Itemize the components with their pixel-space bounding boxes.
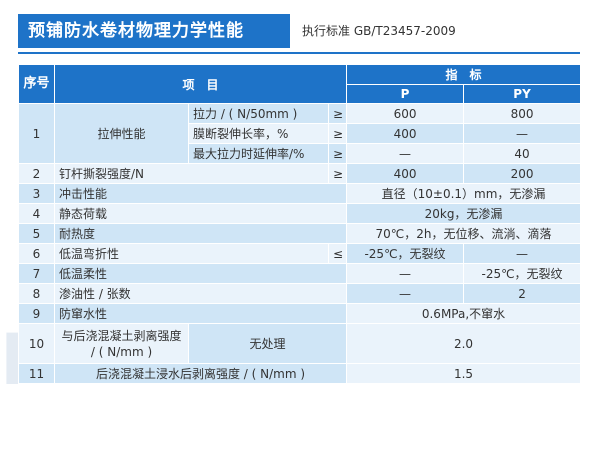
page-title: 预铺防水卷材物理力学性能 [18, 14, 290, 48]
row-value-p: 600 [346, 103, 465, 124]
table-row: 11 后浇混凝土浸水后剥离强度 / ( N/mm ) 1.5 [18, 363, 582, 384]
row-item: 低温柔性 [53, 263, 348, 284]
row-item: 防窜水性 [53, 303, 348, 324]
header-p: P [346, 84, 465, 104]
row-operator: ≥ [327, 103, 348, 124]
title-divider [18, 52, 580, 54]
row-value: 2.0 [346, 323, 582, 364]
table-row: 7 低温柔性 — -25℃，无裂纹 [18, 263, 582, 284]
row-value-py: — [463, 123, 582, 144]
row-value-py: — [463, 243, 582, 264]
table-row: 9 防窜水性 0.6MPa,不窜水 [18, 303, 582, 324]
table-row: 3 冲击性能 直径（10±0.1）mm，无渗漏 [18, 183, 582, 204]
row-item: 拉伸性能 [54, 103, 189, 164]
table-row: 6 低温弯折性 ≤ -25℃，无裂纹 — [18, 243, 582, 264]
table-row: 膜断裂伸长率，% ≥ 400 — [19, 123, 582, 144]
row-subitem: 拉力 / ( N/50mm ) [188, 103, 329, 124]
table-row: 8 渗油性 / 张数 — 2 [18, 283, 582, 304]
row-value: 70℃，2h，无位移、流淌、滴落 [346, 223, 582, 244]
row-item: 渗油性 / 张数 [53, 283, 348, 304]
row-item: 低温弯折性 [54, 243, 329, 264]
row-seq: 5 [18, 223, 55, 244]
row-item: 后浇混凝土浸水后剥离强度 / ( N/mm ) [53, 363, 348, 384]
row-seq: 1 [18, 103, 55, 164]
row-seq: 8 [18, 283, 55, 304]
row-seq: 9 [18, 303, 55, 324]
header-py: PY [463, 84, 582, 104]
row-subitem: 最大拉力时延伸率/% [188, 143, 329, 164]
row-value-py: 800 [463, 103, 582, 124]
row-item: 冲击性能 [53, 183, 348, 204]
row-operator: ≥ [327, 143, 348, 164]
table-row: 4 静态荷载 20kg，无渗漏 [18, 203, 582, 224]
properties-table: 序号 项 目 指 标 P PY 1 拉伸性能 拉力 / ( N/50mm ) ≥… [18, 64, 582, 384]
row-value-py: 200 [463, 163, 582, 184]
row-value: 直径（10±0.1）mm，无渗漏 [346, 183, 582, 204]
row-seq: 7 [18, 263, 55, 284]
row-seq: 4 [18, 203, 55, 224]
row-seq: 6 [18, 243, 55, 264]
row-operator: ≤ [327, 243, 348, 264]
row-seq: 2 [18, 163, 55, 184]
header-item: 项 目 [53, 64, 348, 104]
row-value-py: 40 [463, 143, 582, 164]
table-subheader-row: P PY [19, 84, 582, 104]
row-item: 钉杆撕裂强度/N [54, 163, 329, 184]
row-seq: 3 [18, 183, 55, 204]
row-seq: 11 [18, 363, 55, 384]
table-row: 1 拉伸性能 拉力 / ( N/50mm ) ≥ 600 800 [18, 103, 582, 164]
row-value-p: — [346, 263, 465, 284]
row-item: 静态荷载 [53, 203, 348, 224]
row-item: 与后浇混凝土剥离强度 / ( N/mm ) [54, 323, 189, 364]
row-value: 0.6MPa,不窜水 [346, 303, 582, 324]
row-subitem: 膜断裂伸长率，% [188, 123, 329, 144]
row-item: 耐热度 [53, 223, 348, 244]
row-value-p: 400 [346, 163, 465, 184]
row-value-p: 400 [346, 123, 465, 144]
header-indicator: 指 标 [346, 64, 582, 85]
row-value-py: 2 [463, 283, 582, 304]
row-operator: ≥ [327, 123, 348, 144]
standard-reference: 执行标准 GB/T23457-2009 [302, 24, 456, 38]
header-seq: 序号 [18, 64, 55, 104]
row-value: 20kg，无渗漏 [346, 203, 582, 224]
row-value-py: -25℃，无裂纹 [463, 263, 582, 284]
table-row: 5 耐热度 70℃，2h，无位移、流淌、滴落 [18, 223, 582, 244]
row-subitem: 无处理 [187, 323, 348, 364]
row-seq: 10 [18, 323, 55, 364]
row-value: 1.5 [346, 363, 582, 384]
row-operator: ≥ [327, 163, 348, 184]
table-header-row: 序号 项 目 指 标 [18, 64, 582, 104]
row-value-p: — [346, 283, 465, 304]
table-row: 10 与后浇混凝土剥离强度 / ( N/mm ) 无处理 2.0 [18, 323, 582, 364]
row-value-p: — [346, 143, 465, 164]
table-row: 2 钉杆撕裂强度/N ≥ 400 200 [18, 163, 582, 184]
row-value-p: -25℃，无裂纹 [346, 243, 465, 264]
